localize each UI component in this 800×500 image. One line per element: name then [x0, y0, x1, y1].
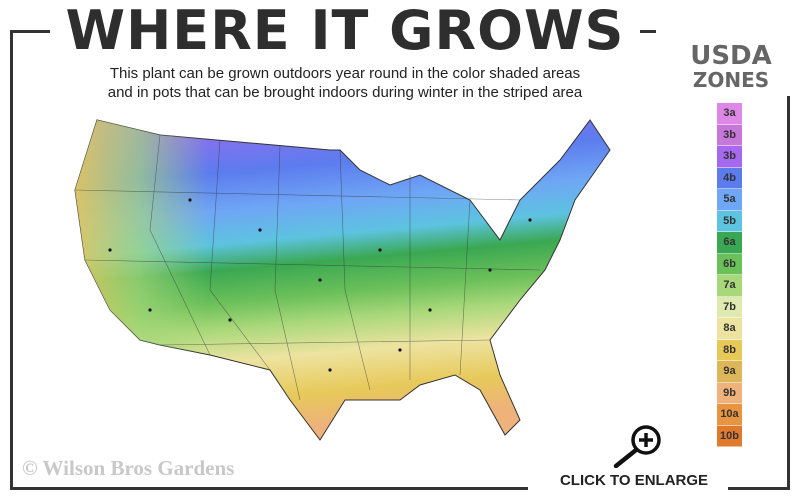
- legend-zone-10b: 10b: [717, 425, 742, 447]
- legend-zone-3b: 3b: [717, 146, 742, 168]
- legend-zone-7b: 7b: [717, 296, 742, 318]
- page-title: WHERE IT GROWS: [50, 0, 640, 62]
- legend-zone-10a: 10a: [717, 404, 742, 426]
- legend-zone-6b: 6b: [717, 253, 742, 275]
- usda-zone-map[interactable]: [70, 110, 640, 450]
- zone-legend: 3a 3b 3b 4b 5a 5b 6a 6b 7a 7b 8a 8b 9a 9b 10a 10b: [717, 103, 742, 447]
- legend-zone-6a: 6a: [717, 232, 742, 254]
- legend-zone-7a: 7a: [717, 275, 742, 297]
- legend-zone-5b: 5b: [717, 210, 742, 232]
- subtitle-line-1: This plant can be grown outdoors year ro…: [109, 65, 581, 82]
- legend-title: USDA ZONES: [690, 41, 772, 92]
- legend-zone-8b: 8b: [717, 339, 742, 361]
- legend-zone-3a: 3a: [717, 103, 742, 125]
- us-map-shape: [74, 119, 611, 441]
- subtitle: This plant can be grown outdoors year ro…: [40, 64, 650, 102]
- copyright-watermark: © Wilson Bros Gardens: [22, 456, 235, 480]
- legend-zone-3b: 3b: [717, 124, 742, 146]
- legend-zone-4b: 4b: [717, 167, 742, 189]
- legend-zone-9a: 9a: [717, 361, 742, 383]
- subtitle-line-2: and in pots that can be brought indoors …: [107, 84, 583, 101]
- legend-zone-8a: 8a: [717, 318, 742, 340]
- click-to-enlarge-button[interactable]: CLICK TO ENLARGE: [559, 472, 709, 489]
- legend-zone-9b: 9b: [717, 382, 742, 404]
- legend-zone-5a: 5a: [717, 189, 742, 211]
- magnifier-plus-icon[interactable]: [608, 424, 664, 468]
